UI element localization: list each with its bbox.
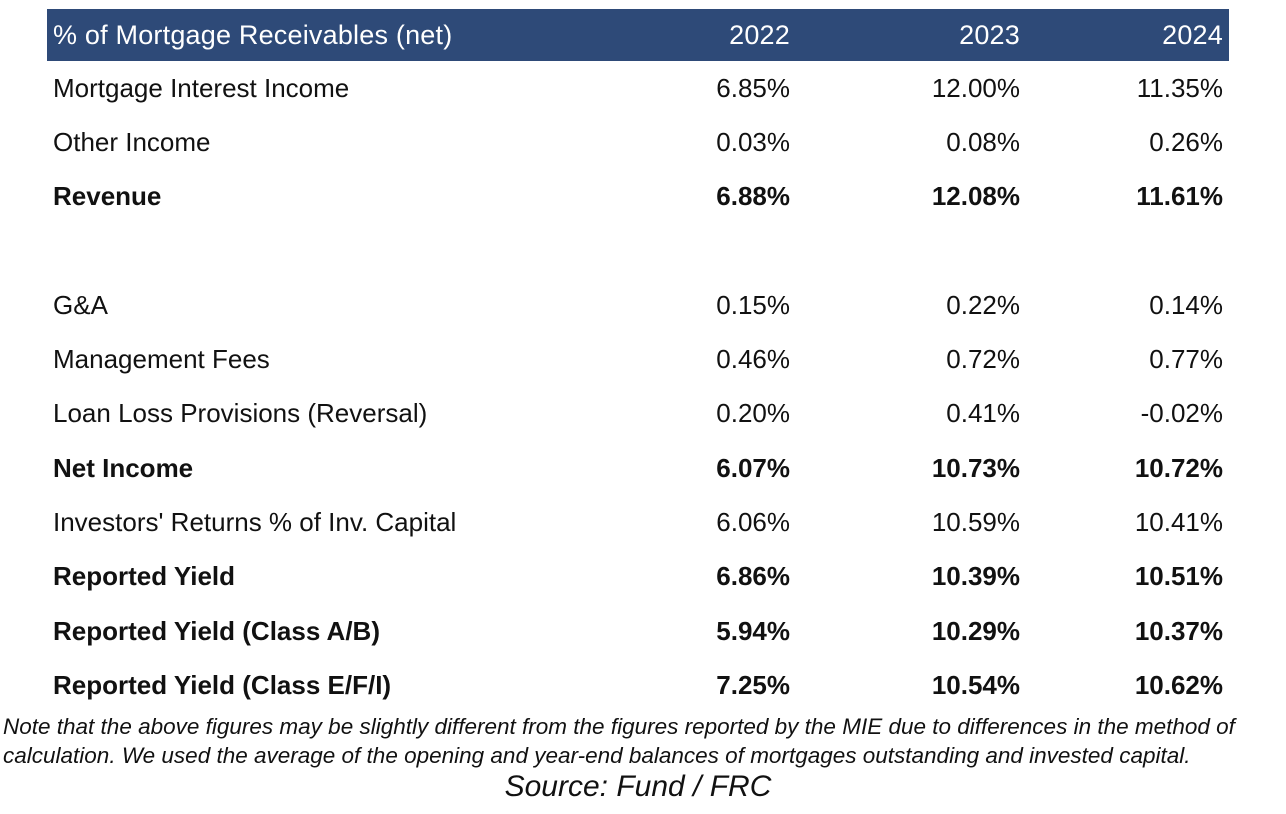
row-label: Revenue xyxy=(53,181,162,212)
cell-2023: 0.41% xyxy=(946,398,1020,429)
cell-2024: 11.61% xyxy=(1136,181,1223,212)
spacer-cell xyxy=(47,224,574,278)
cell-2024: 11.35% xyxy=(1136,72,1223,103)
source-caption: Source: Fund / FRC xyxy=(504,770,772,803)
cell-2024: 0.77% xyxy=(1149,344,1223,375)
row-reported-yield: Reported Yield 6.86% 10.39% 10.51% xyxy=(47,550,1229,604)
row-revenue: Revenue 6.88% 12.08% 11.61% xyxy=(47,170,1229,224)
row-label: Loan Loss Provisions (Reversal) xyxy=(53,398,428,429)
row-management-fees: Management Fees 0.46% 0.72% 0.77% xyxy=(47,332,1229,386)
table-header: % of Mortgage Receivables (net) 2022 202… xyxy=(47,9,1229,61)
row-other-income: Other Income 0.03% 0.08% 0.26% xyxy=(47,115,1229,169)
cell-2024: 0.26% xyxy=(1149,126,1223,157)
cell-2024: 10.72% xyxy=(1134,452,1223,483)
cell-2024: 10.51% xyxy=(1134,561,1223,592)
methodology-note: Note that the above figures may be sligh… xyxy=(3,714,1235,768)
cell-2022: 0.15% xyxy=(716,289,790,320)
header-label: % of Mortgage Receivables (net) xyxy=(47,9,574,61)
row-label: Reported Yield (Class A/B) xyxy=(53,615,380,646)
cell-2022: 0.46% xyxy=(716,344,790,375)
row-reported-yield-class-efi: Reported Yield (Class E/F/I) 7.25% 10.54… xyxy=(47,658,1229,712)
cell-2023: 0.22% xyxy=(946,289,1020,320)
table-body: Mortgage Interest Income 6.85% 12.00% 11… xyxy=(47,61,1229,713)
cell-2023: 10.29% xyxy=(931,615,1020,646)
row-g-and-a: G&A 0.15% 0.22% 0.14% xyxy=(47,278,1229,332)
row-label: Reported Yield (Class E/F/I) xyxy=(53,669,392,700)
header-row: % of Mortgage Receivables (net) 2022 202… xyxy=(47,9,1229,61)
cell-2022: 5.94% xyxy=(716,615,790,646)
cell-2023: 12.00% xyxy=(931,72,1020,103)
spacer-cell xyxy=(574,224,796,278)
cell-2024: 10.37% xyxy=(1134,615,1223,646)
cell-2023: 10.59% xyxy=(931,507,1020,538)
cell-2023: 10.54% xyxy=(931,669,1020,700)
row-label: Mortgage Interest Income xyxy=(53,72,350,103)
cell-2022: 6.88% xyxy=(716,181,790,212)
cell-2024: 10.41% xyxy=(1134,507,1223,538)
row-label: Other Income xyxy=(53,126,211,157)
cell-2023: 0.08% xyxy=(946,126,1020,157)
cell-2022: 6.06% xyxy=(716,507,790,538)
row-reported-yield-class-ab: Reported Yield (Class A/B) 5.94% 10.29% … xyxy=(47,604,1229,658)
cell-2022: 6.86% xyxy=(716,561,790,592)
row-label: Reported Yield xyxy=(53,561,236,592)
financial-table-container: % of Mortgage Receivables (net) 2022 202… xyxy=(47,9,1229,713)
cell-2024: 0.14% xyxy=(1149,289,1223,320)
cell-2023: 0.72% xyxy=(946,344,1020,375)
cell-2022: 0.20% xyxy=(716,398,790,429)
row-investors-returns: Investors' Returns % of Inv. Capital 6.0… xyxy=(47,495,1229,549)
cell-2022: 0.03% xyxy=(716,126,790,157)
cell-2024: -0.02% xyxy=(1140,398,1223,429)
row-label: Net Income xyxy=(53,452,194,483)
header-year-2024: 2024 xyxy=(1026,9,1229,61)
cell-2024: 10.62% xyxy=(1134,669,1223,700)
mortgage-receivables-table: % of Mortgage Receivables (net) 2022 202… xyxy=(47,9,1229,713)
row-label: Management Fees xyxy=(53,344,270,375)
spacer-row xyxy=(47,224,1229,278)
row-label: Investors' Returns % of Inv. Capital xyxy=(53,507,457,538)
header-year-2022: 2022 xyxy=(574,9,796,61)
row-label: G&A xyxy=(53,289,108,320)
cell-2023: 12.08% xyxy=(931,181,1020,212)
cell-2023: 10.39% xyxy=(931,561,1020,592)
cell-2023: 10.73% xyxy=(931,452,1020,483)
spacer-cell xyxy=(796,224,1026,278)
row-net-income: Net Income 6.07% 10.73% 10.72% xyxy=(47,441,1229,495)
cell-2022: 6.07% xyxy=(716,452,790,483)
spacer-cell xyxy=(1026,224,1229,278)
header-year-2023: 2023 xyxy=(796,9,1026,61)
row-mortgage-interest-income: Mortgage Interest Income 6.85% 12.00% 11… xyxy=(47,61,1229,115)
cell-2022: 6.85% xyxy=(716,72,790,103)
row-loan-loss-provisions: Loan Loss Provisions (Reversal) 0.20% 0.… xyxy=(47,387,1229,441)
cell-2022: 7.25% xyxy=(716,669,790,700)
